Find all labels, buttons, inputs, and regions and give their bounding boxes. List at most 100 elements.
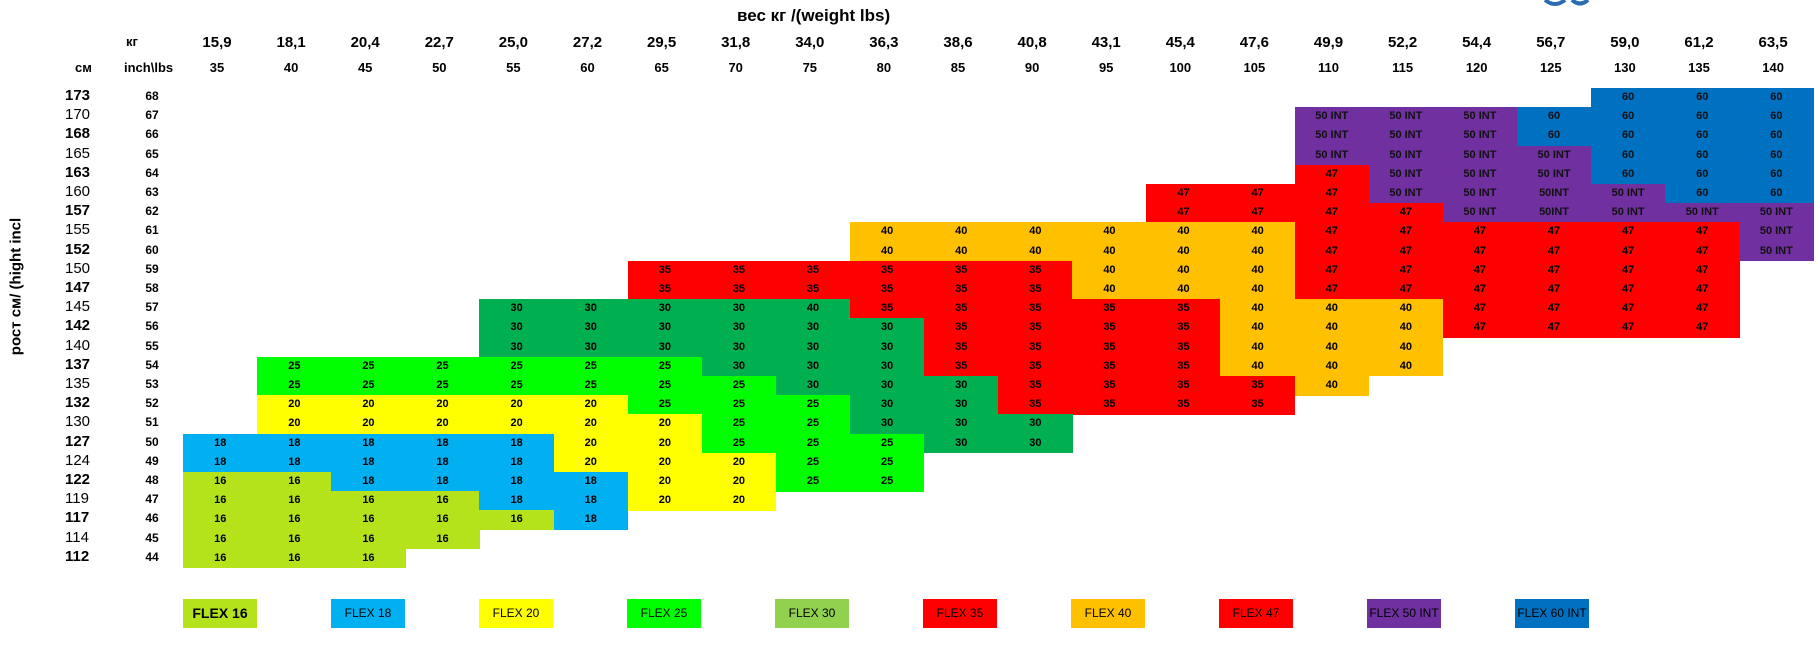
row-inch-label: 48 [145, 473, 159, 487]
size-cell: 40 [1220, 260, 1295, 281]
kg-tick-label: 27,2 [572, 34, 603, 51]
kg-tick-label: 61,2 [1684, 34, 1714, 51]
size-cell: 25 [775, 472, 851, 492]
row-inch-label: 44 [145, 549, 159, 564]
size-cell: 18 [183, 452, 258, 473]
size-cell: 47 [1294, 260, 1369, 281]
size-cell: 40 [1072, 280, 1147, 300]
size-cell: 25 [849, 433, 925, 454]
size-cell: 30 [924, 395, 999, 415]
size-cell: 60 [1590, 126, 1666, 146]
size-cell: 16 [479, 510, 554, 530]
size-cell: 30 [998, 414, 1073, 434]
size-cell: 30 [701, 299, 777, 319]
size-cell: 35 [1072, 318, 1147, 338]
size-cell: 35 [1072, 376, 1147, 396]
size-cell: 40 [998, 241, 1073, 262]
size-cell: 20 [553, 395, 628, 415]
size-cell: 25 [627, 376, 703, 396]
size-cell: 50 INT [1294, 126, 1369, 146]
size-cell: 20 [553, 433, 628, 454]
size-cell: 35 [1072, 299, 1147, 319]
size-cell: 47 [1442, 318, 1518, 338]
row-cm-label: 112 [65, 547, 90, 565]
size-cell: 47 [1442, 280, 1518, 300]
size-cell: 47 [1294, 184, 1369, 204]
size-cell: 60 [1665, 184, 1740, 204]
size-cell: 60 [1665, 126, 1740, 146]
size-cell: 16 [331, 491, 406, 511]
size-cell: 30 [775, 376, 851, 396]
size-cell: 25 [627, 356, 703, 377]
size-cell: 60 [1665, 107, 1740, 127]
size-cell: 47 [1665, 241, 1740, 262]
lbs-tick-label: 115 [1392, 60, 1414, 75]
size-cell: 35 [1146, 376, 1221, 396]
size-cell: 20 [553, 414, 628, 434]
size-cell: 50 INT [1516, 164, 1592, 185]
size-cell: 47 [1590, 222, 1666, 242]
size-cell: 18 [257, 452, 332, 473]
kg-tick-label: 29,5 [646, 34, 677, 51]
size-cell: 30 [924, 414, 999, 434]
size-cell: 20 [479, 414, 554, 434]
size-cell: 25 [405, 356, 480, 377]
size-cell: 20 [553, 452, 628, 473]
row-inch-label: 52 [145, 396, 159, 411]
size-cell: 50 INT [1294, 145, 1369, 166]
row-inch-label: 50 [145, 434, 159, 449]
row-inch-label: 53 [145, 377, 159, 391]
size-cell: 30 [627, 299, 703, 319]
size-cell: 47 [1442, 299, 1518, 319]
row-cm-label: 173 [65, 87, 91, 104]
size-cell: 40 [1294, 376, 1369, 396]
kg-tick-label: 45,4 [1165, 34, 1195, 51]
lbs-tick-label: 110 [1318, 60, 1339, 75]
size-cell: 30 [479, 337, 554, 358]
row-cm-label: 142 [65, 317, 91, 335]
size-cell: 47 [1590, 241, 1666, 262]
size-cell: 35 [998, 318, 1073, 338]
size-cell: 16 [257, 472, 332, 492]
size-cell: 47 [1665, 260, 1740, 281]
size-cell: 35 [924, 260, 999, 281]
size-cell: 40 [1368, 337, 1444, 358]
size-cell: 47 [1146, 203, 1221, 223]
size-cell: 35 [1146, 299, 1221, 319]
size-cell: 35 [998, 337, 1073, 358]
row-cm-label: 147 [65, 279, 91, 296]
size-cell: 16 [183, 472, 258, 492]
size-cell: 47 [1590, 318, 1666, 338]
y-axis-label: рост см/ (hight incl [7, 217, 25, 356]
size-cell: 20 [627, 433, 703, 454]
row-cm-label: 135 [65, 375, 91, 392]
size-cell: 18 [331, 472, 406, 492]
size-cell: 60 [1590, 88, 1666, 108]
brand-logo-icon [1543, 0, 1590, 6]
size-cell: 47 [1590, 299, 1666, 319]
size-cell: 47 [1442, 241, 1518, 262]
size-cell: 16 [257, 529, 332, 550]
size-cell: 35 [1146, 337, 1221, 358]
size-cell: 18 [257, 433, 332, 454]
kg-tick-label: 49,9 [1313, 34, 1344, 51]
size-cell: 60 [1739, 88, 1814, 108]
size-cell: 35 [849, 299, 925, 319]
size-cell: 47 [1220, 184, 1295, 204]
size-cell: 60 [1665, 145, 1740, 166]
row-cm-label: 117 [65, 509, 90, 527]
legend-item: FLEX 50 INT [1367, 599, 1441, 628]
row-cm-label: 165 [65, 144, 91, 162]
size-cell: 30 [479, 299, 554, 319]
size-cell: 16 [183, 510, 258, 530]
size-cell: 25 [479, 376, 554, 396]
size-cell: 47 [1590, 280, 1666, 300]
size-cell: 18 [405, 433, 480, 454]
size-cell: 35 [1072, 356, 1147, 377]
lbs-tick-label: 85 [950, 60, 966, 75]
size-cell: 47 [1442, 222, 1518, 242]
lbs-tick-label: 120 [1465, 60, 1488, 75]
size-cell: 40 [1220, 222, 1295, 242]
size-cell: 30 [479, 318, 554, 338]
size-cell: 60 [1590, 164, 1666, 185]
